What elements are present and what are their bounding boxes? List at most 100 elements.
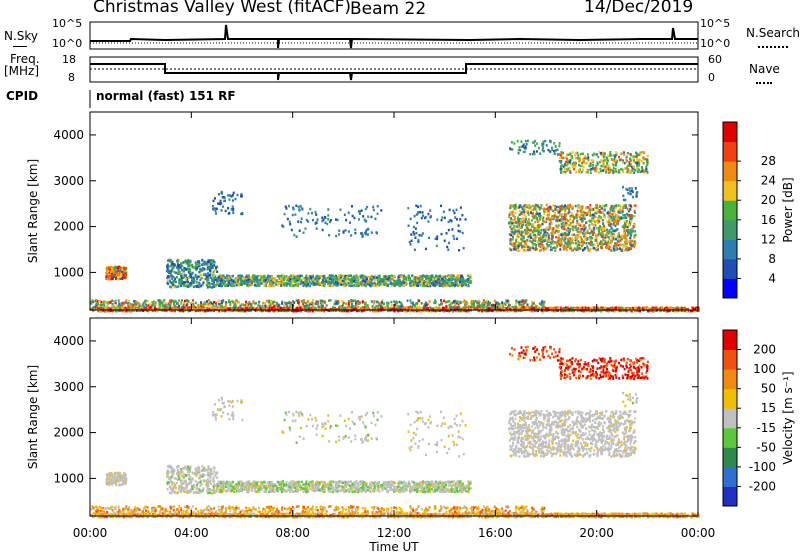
power-point (104, 306, 107, 309)
power-point (446, 278, 449, 282)
power-point (329, 284, 332, 288)
power-point (221, 302, 224, 306)
power-point (598, 215, 601, 218)
power-point (550, 306, 553, 310)
power-point (363, 231, 366, 235)
power-point (327, 281, 330, 285)
power-point (328, 309, 331, 312)
power-point (478, 305, 481, 309)
power-point (311, 211, 314, 215)
power-point (198, 265, 201, 268)
power-point (239, 304, 242, 308)
power-point (165, 306, 168, 310)
power-point (205, 275, 208, 278)
power-point (219, 274, 222, 277)
power-point (124, 267, 127, 270)
power-point (226, 283, 229, 286)
power-point (395, 302, 398, 305)
power-point (539, 245, 542, 248)
power-point (382, 279, 385, 283)
power-point (110, 267, 113, 270)
power-point (271, 280, 274, 284)
power-point (248, 307, 251, 311)
power-point (459, 275, 462, 278)
power-point (160, 300, 163, 304)
power-point (416, 212, 419, 215)
power-point (122, 309, 125, 313)
power-point (473, 304, 476, 308)
power-point (177, 268, 180, 272)
power-point (173, 263, 176, 266)
power-point (283, 306, 286, 310)
power-point (466, 279, 469, 282)
power-point (403, 308, 406, 311)
power-point (296, 284, 299, 287)
power-point (686, 309, 689, 313)
power-point (458, 309, 461, 313)
power-point (447, 220, 450, 224)
power-point (602, 306, 605, 310)
power-point (253, 275, 256, 279)
power-point (261, 309, 264, 313)
power-point (404, 307, 407, 311)
power-point (608, 309, 611, 313)
power-point (413, 281, 416, 284)
power-point (220, 202, 223, 205)
power-point (321, 309, 324, 313)
power-point (155, 307, 158, 311)
power-point (180, 302, 183, 306)
power-point (118, 305, 121, 308)
power-point (515, 308, 518, 311)
power-point (237, 278, 240, 282)
power-point (495, 309, 498, 313)
power-point (408, 240, 411, 244)
power-point (187, 306, 190, 310)
power-point (386, 284, 389, 288)
power-point (522, 306, 525, 309)
power-point (416, 283, 419, 286)
power-point (334, 309, 337, 313)
power-point (367, 275, 370, 279)
power-point (167, 259, 170, 262)
power-point (369, 284, 372, 288)
power-point (209, 259, 212, 262)
power-point (426, 307, 429, 310)
power-point (399, 284, 402, 288)
power-point (424, 282, 427, 285)
power-point (196, 276, 199, 279)
power-point (409, 305, 412, 308)
power-point (236, 193, 239, 197)
power-point (219, 202, 222, 206)
power-point (183, 267, 186, 270)
power-point (312, 299, 315, 302)
power-point (349, 308, 352, 311)
power-point (569, 245, 572, 249)
power-point (269, 301, 272, 305)
power-point (234, 278, 237, 282)
power-point (228, 307, 231, 311)
power-point (257, 274, 260, 278)
power-point (203, 277, 206, 281)
power-point (369, 281, 372, 284)
power-point (537, 306, 540, 309)
power-point (315, 227, 318, 230)
power-point (535, 204, 538, 207)
power-point (201, 304, 204, 307)
power-point (281, 307, 284, 310)
power-point (225, 306, 228, 310)
power-point (370, 280, 373, 284)
power-point (238, 309, 241, 313)
power-point (540, 301, 543, 305)
power-point (664, 309, 667, 313)
power-point (366, 233, 369, 236)
power-point (170, 281, 173, 285)
power-point (302, 277, 305, 280)
power-point (262, 274, 265, 278)
power-point (334, 306, 337, 310)
power-point (284, 307, 287, 311)
power-point (215, 304, 218, 307)
power-point (420, 216, 423, 220)
power-point (250, 283, 253, 286)
power-point (534, 306, 537, 309)
power-point (146, 299, 149, 303)
